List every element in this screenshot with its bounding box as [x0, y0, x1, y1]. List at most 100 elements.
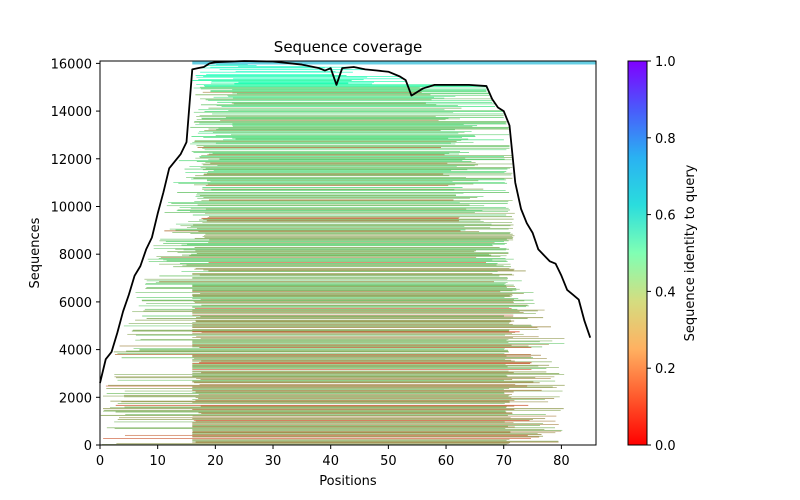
msa-row — [163, 242, 507, 244]
msa-row — [201, 332, 516, 333]
msa-row — [195, 75, 347, 76]
msa-row — [192, 399, 545, 400]
x-tick-label: 60 — [438, 454, 455, 469]
msa-row — [192, 389, 504, 390]
msa-row — [194, 382, 540, 384]
msa-row — [177, 209, 511, 211]
msa-row — [232, 89, 487, 91]
msa-row — [105, 385, 528, 387]
msa-row — [125, 414, 546, 415]
msa-row — [192, 439, 507, 441]
y-tick-label: 4000 — [59, 344, 92, 359]
msa-row — [196, 161, 472, 162]
msa-row — [124, 396, 560, 398]
msa-row — [232, 92, 490, 94]
msa-row — [192, 424, 559, 425]
msa-row — [192, 374, 507, 376]
msa-row — [188, 221, 484, 222]
msa-row — [207, 172, 513, 174]
msa-row — [192, 293, 512, 295]
msa-row — [192, 214, 507, 216]
msa-row — [142, 315, 504, 317]
msa-row — [199, 122, 506, 124]
colorbar-tick-label: 0.6 — [655, 209, 676, 224]
msa-row — [192, 365, 539, 367]
msa-row — [147, 258, 514, 260]
msa-row — [206, 220, 459, 222]
msa-row — [183, 249, 506, 251]
msa-row — [192, 333, 512, 334]
msa-row — [228, 110, 504, 111]
msa-row — [204, 149, 507, 151]
msa-row — [192, 340, 553, 342]
msa-row — [106, 393, 505, 394]
msa-row — [145, 288, 517, 289]
msa-row — [232, 126, 473, 127]
colorbar-tick-label: 0.4 — [655, 285, 676, 300]
msa-row — [192, 80, 352, 81]
msa-row — [205, 212, 515, 214]
msa-row — [199, 131, 472, 132]
msa-row — [235, 71, 336, 72]
msa-row — [193, 121, 507, 123]
msa-row — [202, 147, 510, 149]
msa-row — [227, 95, 490, 96]
msa-row — [103, 438, 532, 439]
msa-row — [115, 411, 507, 413]
msa-row — [192, 307, 510, 308]
msa-row — [200, 98, 493, 100]
msa-row — [196, 317, 544, 319]
msa-row — [189, 255, 507, 257]
msa-row — [201, 304, 528, 306]
msa-row — [117, 379, 504, 381]
msa-row — [190, 226, 465, 227]
msa-row — [145, 283, 505, 285]
msa-row — [205, 208, 467, 210]
msa-row — [146, 318, 528, 319]
msa-row — [192, 328, 539, 330]
msa-row — [114, 421, 505, 423]
msa-row — [121, 357, 534, 359]
msa-row — [232, 137, 449, 139]
msa-row — [198, 79, 364, 81]
msa-row — [194, 358, 547, 359]
msa-row — [177, 252, 509, 253]
msa-row — [238, 66, 311, 67]
msa-row — [198, 109, 445, 111]
msa-row — [124, 406, 507, 408]
msa-row — [192, 418, 546, 420]
msa-row — [139, 349, 505, 350]
msa-row — [193, 177, 513, 179]
msa-row — [192, 327, 538, 328]
msa-row — [192, 409, 515, 410]
msa-row — [192, 429, 563, 431]
msa-row — [192, 359, 506, 360]
msa-row — [106, 388, 510, 389]
msa-row — [192, 367, 559, 368]
msa-row — [192, 380, 556, 382]
msa-row — [169, 228, 509, 230]
msa-row — [204, 235, 515, 237]
msa-row — [135, 319, 511, 321]
msa-row — [177, 192, 510, 193]
msa-row — [153, 247, 507, 249]
msa-row — [124, 390, 563, 392]
msa-row — [136, 297, 505, 298]
msa-row — [200, 71, 353, 73]
msa-row — [208, 100, 493, 101]
msa-row — [143, 310, 538, 312]
msa-row — [196, 119, 446, 121]
msa-row — [186, 227, 491, 228]
msa-row — [200, 88, 424, 90]
msa-row — [215, 142, 451, 144]
msa-row — [179, 263, 498, 264]
msa-row — [208, 128, 510, 130]
msa-row — [192, 389, 542, 391]
msa-row — [207, 180, 479, 182]
msa-row — [223, 139, 504, 141]
msa-row — [225, 116, 504, 118]
msa-row — [192, 342, 509, 343]
msa-row — [192, 366, 508, 368]
msa-row — [102, 395, 509, 397]
msa-row — [195, 268, 510, 269]
